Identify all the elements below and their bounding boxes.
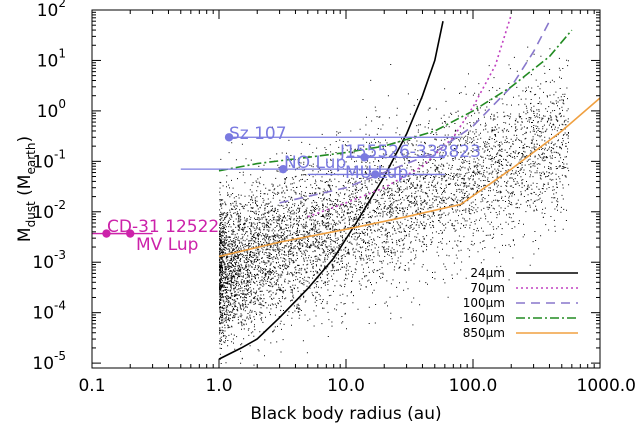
legend-label: 70μm <box>470 281 505 295</box>
star-label: MU Lup <box>345 163 408 183</box>
y-tick-label: 10-1 <box>32 147 66 172</box>
y-tick-label: 101 <box>37 46 66 71</box>
legend-label: 160μm <box>463 311 505 325</box>
x-tick-label: 1000.0 <box>577 376 636 396</box>
plot-frame <box>91 9 601 369</box>
star-5: MV Lup <box>110 229 198 255</box>
star-label: Sz 107 <box>229 124 287 144</box>
star-point <box>224 133 234 142</box>
legend-label: 24μm <box>470 266 505 280</box>
x-tick-label: 10.0 <box>327 376 365 396</box>
x-axis-title: Black body radius (au) <box>250 404 441 424</box>
star-point <box>102 229 111 238</box>
sensitivity-curves <box>218 14 601 360</box>
star-point <box>360 153 369 162</box>
curve-1 <box>307 14 512 218</box>
y-tick-label: 10-2 <box>32 198 66 223</box>
y-tick-label: 10-3 <box>32 248 66 273</box>
y-tick-label: 10-5 <box>32 349 66 374</box>
star-label: NO Lup <box>284 153 346 173</box>
star-label: CD-31 12522 <box>107 217 219 237</box>
star-1: NO Lup <box>180 153 397 174</box>
x-tick-label: 0.1 <box>78 376 105 396</box>
star-label: MV Lup <box>136 235 198 255</box>
curve-3 <box>218 29 573 172</box>
y-tick-label: 100 <box>37 97 66 122</box>
x-tick-label: 1.0 <box>205 376 232 396</box>
legend-label: 100μm <box>463 296 505 310</box>
star-point <box>278 164 288 174</box>
curve-4 <box>218 97 601 258</box>
y-tick-label: 102 <box>37 0 66 21</box>
y-tick-label: 10-4 <box>32 299 66 324</box>
star-0: Sz 107 <box>224 124 461 144</box>
x-tick-label: 100.0 <box>449 376 498 396</box>
star-point <box>371 170 380 179</box>
legend-label: 850μm <box>463 326 505 340</box>
star-point <box>126 229 135 238</box>
curve-2 <box>279 20 551 204</box>
star-3: J155526-333823 <box>339 142 481 162</box>
axis-ticks: 0.1 1.0 10.0 100.0 1000.0 10-5 10-4 10-3 10-2 10-… <box>32 0 636 396</box>
star-2: MU Lup <box>307 163 445 183</box>
y-axis-title: Mdust (Mearth) <box>15 136 38 242</box>
star-label: J155526-333823 <box>339 142 481 162</box>
curve-0 <box>218 21 444 360</box>
